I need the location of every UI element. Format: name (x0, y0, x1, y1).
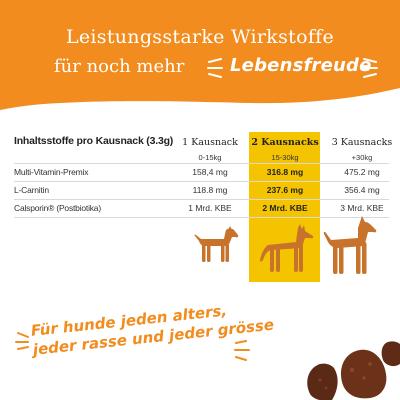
banner-background (0, 0, 400, 110)
sparkle-icon (15, 332, 29, 350)
treat-icon (307, 341, 400, 400)
row-divider (14, 163, 389, 164)
header-banner: Leistungsstarke Wirkstoffe für noch mehr… (0, 0, 400, 120)
small-dog-icon (194, 226, 239, 262)
column-header: 1 Kausnack (182, 137, 238, 148)
header-highlight: Lebensfreude (230, 55, 372, 76)
table-cell: 237.6 mg (266, 185, 304, 195)
large-dog-icon (323, 216, 377, 274)
medium-dog-icon (260, 224, 314, 272)
table-cell: 356.4 mg (344, 185, 380, 195)
table-cell: 475.2 mg (344, 167, 380, 177)
row-divider (14, 217, 389, 218)
header-line1: Leistungsstarke Wirkstoffe (65, 26, 335, 48)
column-weight: 15-30kg (271, 153, 299, 162)
column-header: 2 Kausnacks (251, 137, 319, 148)
table-cell: 316.8 mg (266, 167, 304, 177)
table-cell: 158,4 mg (192, 167, 228, 177)
row-label: Multi-Vitamin-Premix (14, 167, 89, 177)
table-cell: 118.8 mg (192, 185, 228, 195)
table-cell: 1 Mrd. KBE (188, 203, 232, 213)
column-weight: +30kg (351, 153, 373, 162)
row-divider (14, 181, 389, 182)
table-title: Inhaltsstoffe pro Kausnack (3.3g) (14, 135, 174, 147)
sparkle-icon (207, 58, 223, 78)
sparkle-icon (362, 58, 378, 78)
table-cell: 2 Mrd. KBE (262, 203, 308, 213)
header-line2: für noch mehr (54, 56, 185, 77)
column-header: 3 Kausnacks (331, 137, 393, 148)
table-cell: 3 Mrd. KBE (340, 203, 384, 213)
column-weight: 0-15kg (198, 153, 222, 162)
row-label: L-Carnitin (14, 185, 49, 195)
row-label: Calsporin® (Postbiotika) (14, 203, 101, 213)
row-divider (14, 199, 389, 200)
sparkle-icon (234, 340, 250, 361)
